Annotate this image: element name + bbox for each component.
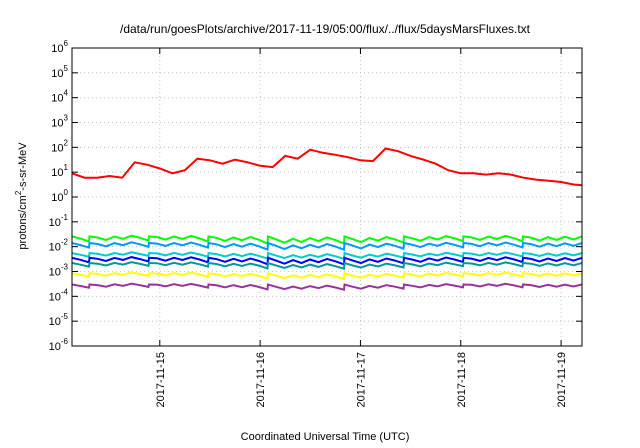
y-tick-exponent: 6	[64, 39, 69, 48]
y-tick-label: 10-6	[49, 337, 69, 353]
y-tick-label: 106	[51, 39, 68, 55]
y-tick-base: 10	[49, 341, 61, 353]
y-tick-base: 10	[49, 267, 61, 279]
y-tick-exponent: -3	[61, 263, 69, 272]
y-tick-label: 103	[51, 114, 68, 130]
y-tick-exponent: -4	[61, 287, 69, 296]
y-axis-label: protons/cm2-s-sr-MeV	[14, 142, 29, 250]
y-tick-label: 10-1	[49, 213, 69, 229]
y-tick-base: 10	[51, 93, 63, 105]
y-tick-label: 102	[51, 138, 68, 154]
series-line-7	[72, 282, 582, 291]
y-tick-base: 10	[51, 68, 63, 80]
series-line-3	[72, 251, 582, 261]
y-tick-label: 105	[51, 64, 68, 80]
x-axis-ticks: 2017-11-15 2017-11-16 2017-11-17 2017-11-18…	[155, 48, 568, 407]
series-line-6	[72, 271, 582, 281]
y-tick-exponent: -6	[61, 337, 69, 346]
y-axis-label-post: -s-sr-MeV	[17, 142, 29, 191]
x-axis-label: Coordinated Universal Time (UTC)	[241, 431, 410, 443]
series-line-0	[72, 147, 582, 187]
y-tick-base: 10	[49, 291, 61, 303]
y-tick-exponent: -1	[61, 213, 69, 222]
chart-title: /data/run/goesPlots/archive/2017-11-19/0…	[120, 22, 531, 36]
y-tick-exponent: 0	[64, 188, 69, 197]
series-line-4	[72, 256, 582, 266]
y-tick-base: 10	[51, 192, 63, 204]
x-tick-label: 2017-11-18	[456, 352, 468, 407]
y-tick-label: 10-3	[49, 263, 69, 279]
x-tick-label: 2017-11-15	[155, 352, 167, 407]
series-line-1	[72, 234, 582, 246]
y-tick-exponent: 5	[64, 64, 69, 73]
y-tick-exponent: 3	[64, 114, 69, 123]
y-tick-label: 10-5	[49, 312, 69, 328]
x-tick-label: 2017-11-17	[355, 352, 367, 407]
x-tick-label: 2017-11-16	[255, 352, 267, 407]
y-tick-exponent: -5	[61, 312, 69, 321]
y-tick-exponent: 2	[64, 138, 69, 147]
y-tick-base: 10	[51, 43, 63, 55]
y-tick-exponent: 4	[64, 89, 69, 98]
y-tick-base: 10	[51, 167, 63, 179]
series-layer	[72, 147, 582, 291]
series-line-5	[72, 261, 582, 271]
y-tick-exponent: -2	[61, 238, 69, 247]
y-tick-label: 100	[51, 188, 68, 204]
y-tick-label: 10-4	[49, 287, 69, 303]
y-tick-base: 10	[49, 242, 61, 254]
y-tick-label: 101	[51, 163, 68, 179]
y-tick-exponent: 1	[64, 163, 69, 172]
y-axis-label-sup: 2	[14, 190, 23, 195]
y-tick-base: 10	[49, 316, 61, 328]
y-tick-base: 10	[51, 118, 63, 130]
x-tick-label: 2017-11-19	[556, 352, 568, 407]
y-tick-base: 10	[49, 217, 61, 229]
y-tick-base: 10	[51, 142, 63, 154]
y-axis-ticks: 10-610-510-410-310-210-11001011021031041…	[49, 39, 582, 353]
series-line-2	[72, 241, 582, 252]
y-axis-label-pre: protons/cm	[17, 195, 29, 249]
y-tick-label: 10-2	[49, 238, 69, 254]
y-tick-label: 104	[51, 89, 68, 105]
grid-lines	[72, 47, 582, 347]
